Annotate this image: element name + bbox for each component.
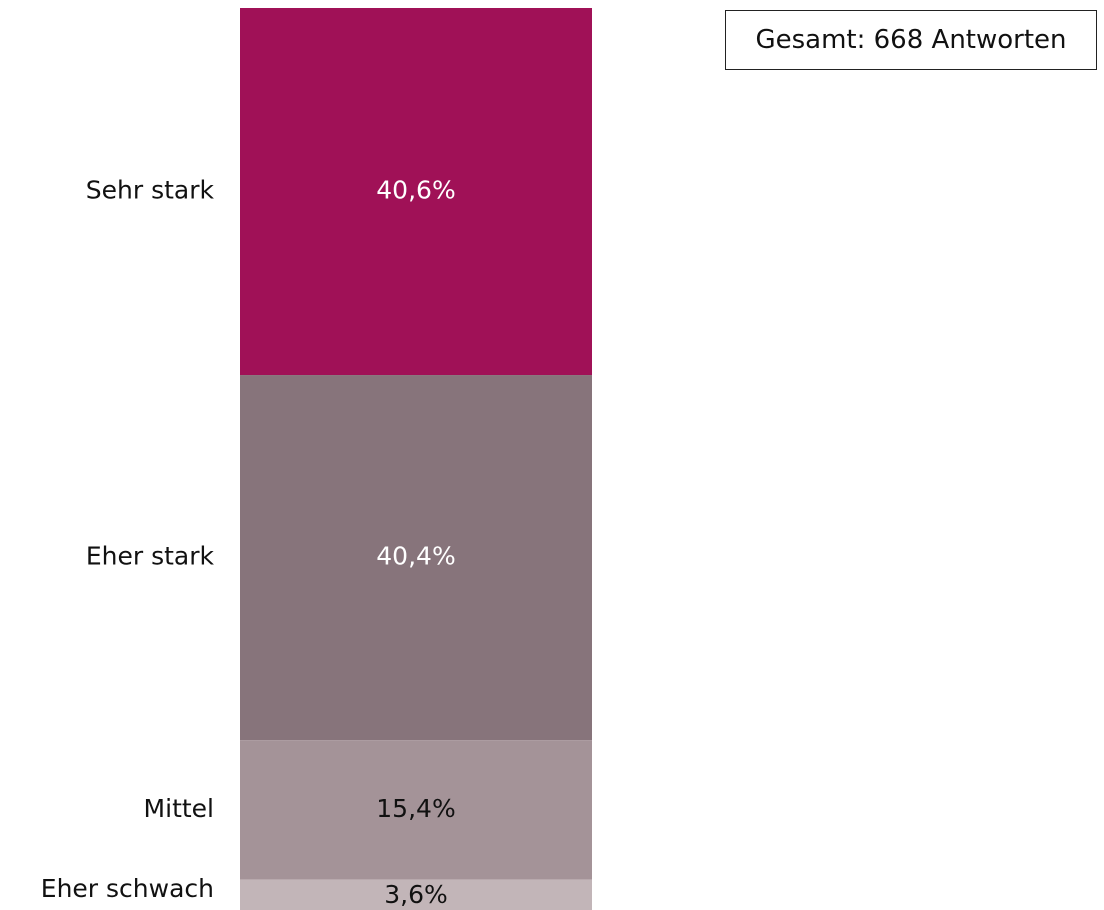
category-label-eher-stark: Eher stark	[86, 542, 215, 571]
category-label-mittel: Mittel	[144, 794, 214, 823]
category-label-eher-schwach: Eher schwach	[41, 874, 214, 903]
bar-segment-mittel	[240, 740, 592, 880]
bar-segment-eher-schwach	[240, 879, 592, 910]
value-label-mittel: 15,4%	[376, 794, 455, 823]
category-labels: Sehr stark Eher stark Mittel Eher schwach	[41, 176, 215, 903]
bar-segments	[240, 8, 592, 910]
value-label-eher-schwach: 3,6%	[384, 880, 448, 909]
bar-segment-sehr-stark	[240, 8, 592, 376]
segment-value-labels: 40,6% 40,4% 15,4% 3,6%	[376, 176, 455, 909]
category-label-sehr-stark: Sehr stark	[86, 176, 215, 205]
total-responses-box: Gesamt: 668 Antworten	[725, 10, 1097, 70]
bar-segment-eher-stark	[240, 375, 592, 741]
value-label-eher-stark: 40,4%	[376, 542, 455, 571]
value-label-sehr-stark: 40,6%	[376, 176, 455, 205]
total-responses-label: Gesamt: 668 Antworten	[755, 25, 1067, 55]
